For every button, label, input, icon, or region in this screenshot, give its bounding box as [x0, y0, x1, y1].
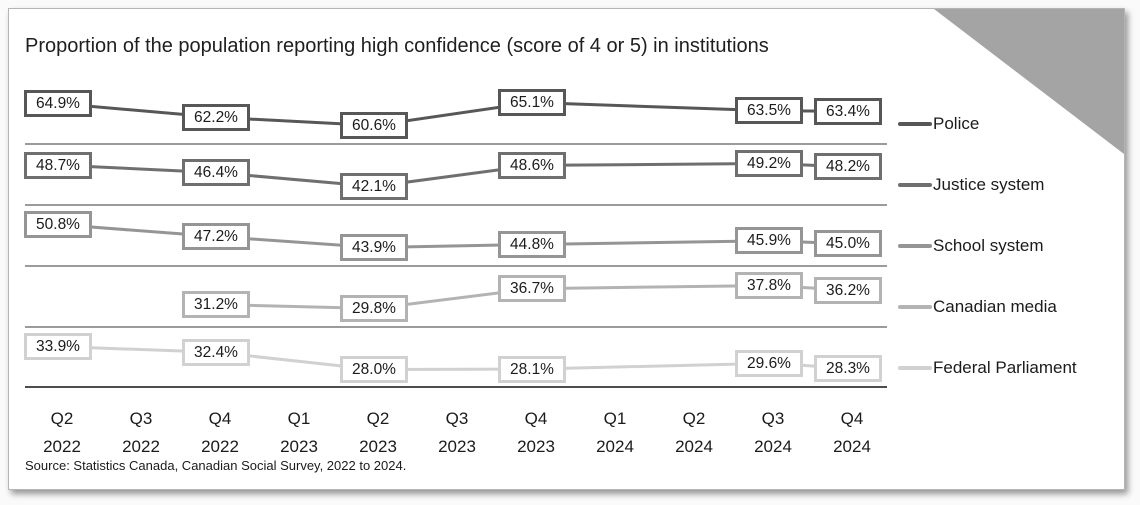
x-tick-label: Q3 2022	[122, 409, 160, 456]
value-label-box: 47.2%	[182, 223, 250, 250]
value-label-box: 44.8%	[498, 231, 566, 258]
value-label-box: 43.9%	[340, 234, 408, 261]
value-label-box: 42.1%	[340, 173, 408, 200]
value-label-box: 48.2%	[814, 153, 882, 181]
x-tick-label: Q2 2023	[359, 409, 397, 456]
value-label-box: 32.4%	[182, 338, 250, 366]
value-label-box: 37.8%	[735, 272, 803, 299]
value-label-box: 31.2%	[182, 290, 250, 318]
value-label-box: 45.0%	[814, 230, 882, 258]
value-label-box: 45.9%	[735, 227, 803, 255]
value-label-box: 49.2%	[735, 150, 803, 177]
chart-title: Proportion of the population reporting h…	[25, 35, 769, 57]
legend-item-federal-parliament: Federal Parliament	[898, 356, 1077, 379]
value-label-box: 36.7%	[498, 275, 566, 303]
legend-line-swatch-icon	[898, 304, 932, 309]
chart-card: Proportion of the population reporting h…	[8, 8, 1125, 490]
x-tick-label: Q4 2022	[201, 409, 239, 456]
series-line-federal-parliament	[57, 345, 849, 372]
x-tick-label: Q3 2023	[438, 409, 476, 456]
series-line-police	[57, 100, 849, 128]
value-label-box: 29.8%	[340, 295, 408, 322]
x-tick-label: Q1 2023	[280, 409, 318, 456]
x-tick-label: Q2 2024	[675, 409, 713, 456]
value-label-box: 28.3%	[814, 354, 882, 382]
value-label-box: 36.2%	[814, 276, 882, 304]
legend-label: School system	[933, 235, 1044, 255]
plot-area: 64.9% 62.2% 60.6% 65.1% 63.5% 63.4% 48.7% 46.4%…	[24, 83, 887, 388]
value-label-box: 46.4%	[182, 159, 250, 187]
x-tick-label: Q4 2023	[517, 409, 555, 456]
value-label-box: 50.8%	[24, 211, 92, 238]
legend-line-swatch-icon	[898, 121, 932, 126]
legend-line-swatch-icon	[898, 365, 932, 370]
source-note: Source: Statistics Canada, Canadian Soci…	[25, 458, 407, 473]
legend-item-canadian-media: Canadian media	[898, 295, 1057, 318]
value-label-box: 63.5%	[735, 97, 803, 125]
legend-item-school-system: School system	[898, 234, 1044, 257]
legend-label: Federal Parliament	[933, 357, 1077, 377]
value-label-box: 48.6%	[498, 151, 566, 179]
x-tick-label: Q3 2024	[754, 409, 792, 456]
value-label-box: 64.9%	[24, 90, 92, 118]
series-line-justice-system	[57, 161, 849, 189]
x-tick-label: Q2 2022	[43, 409, 81, 456]
legend-line-swatch-icon	[898, 243, 932, 248]
value-label-box: 28.1%	[498, 355, 566, 383]
legend-label: Justice system	[933, 174, 1045, 194]
x-tick-label: Q4 2024	[833, 409, 871, 456]
value-label-box: 29.6%	[735, 349, 803, 377]
value-label-box: 28.0%	[340, 356, 408, 383]
legend-label: Canadian media	[933, 296, 1057, 316]
legend-item-justice-system: Justice system	[898, 173, 1044, 196]
value-label-box: 65.1%	[498, 89, 566, 116]
value-label-box: 33.9%	[24, 333, 92, 360]
series-line-school-system	[57, 223, 849, 250]
value-label-box: 60.6%	[340, 112, 408, 139]
legend-item-police: Police	[898, 112, 979, 135]
legend-label: Police	[933, 113, 980, 133]
x-tick-label: Q1 2024	[596, 409, 634, 456]
value-label-box: 63.4%	[814, 97, 882, 125]
value-label-box: 62.2%	[182, 103, 250, 131]
value-label-box: 48.7%	[24, 151, 92, 179]
legend-line-swatch-icon	[898, 182, 932, 187]
